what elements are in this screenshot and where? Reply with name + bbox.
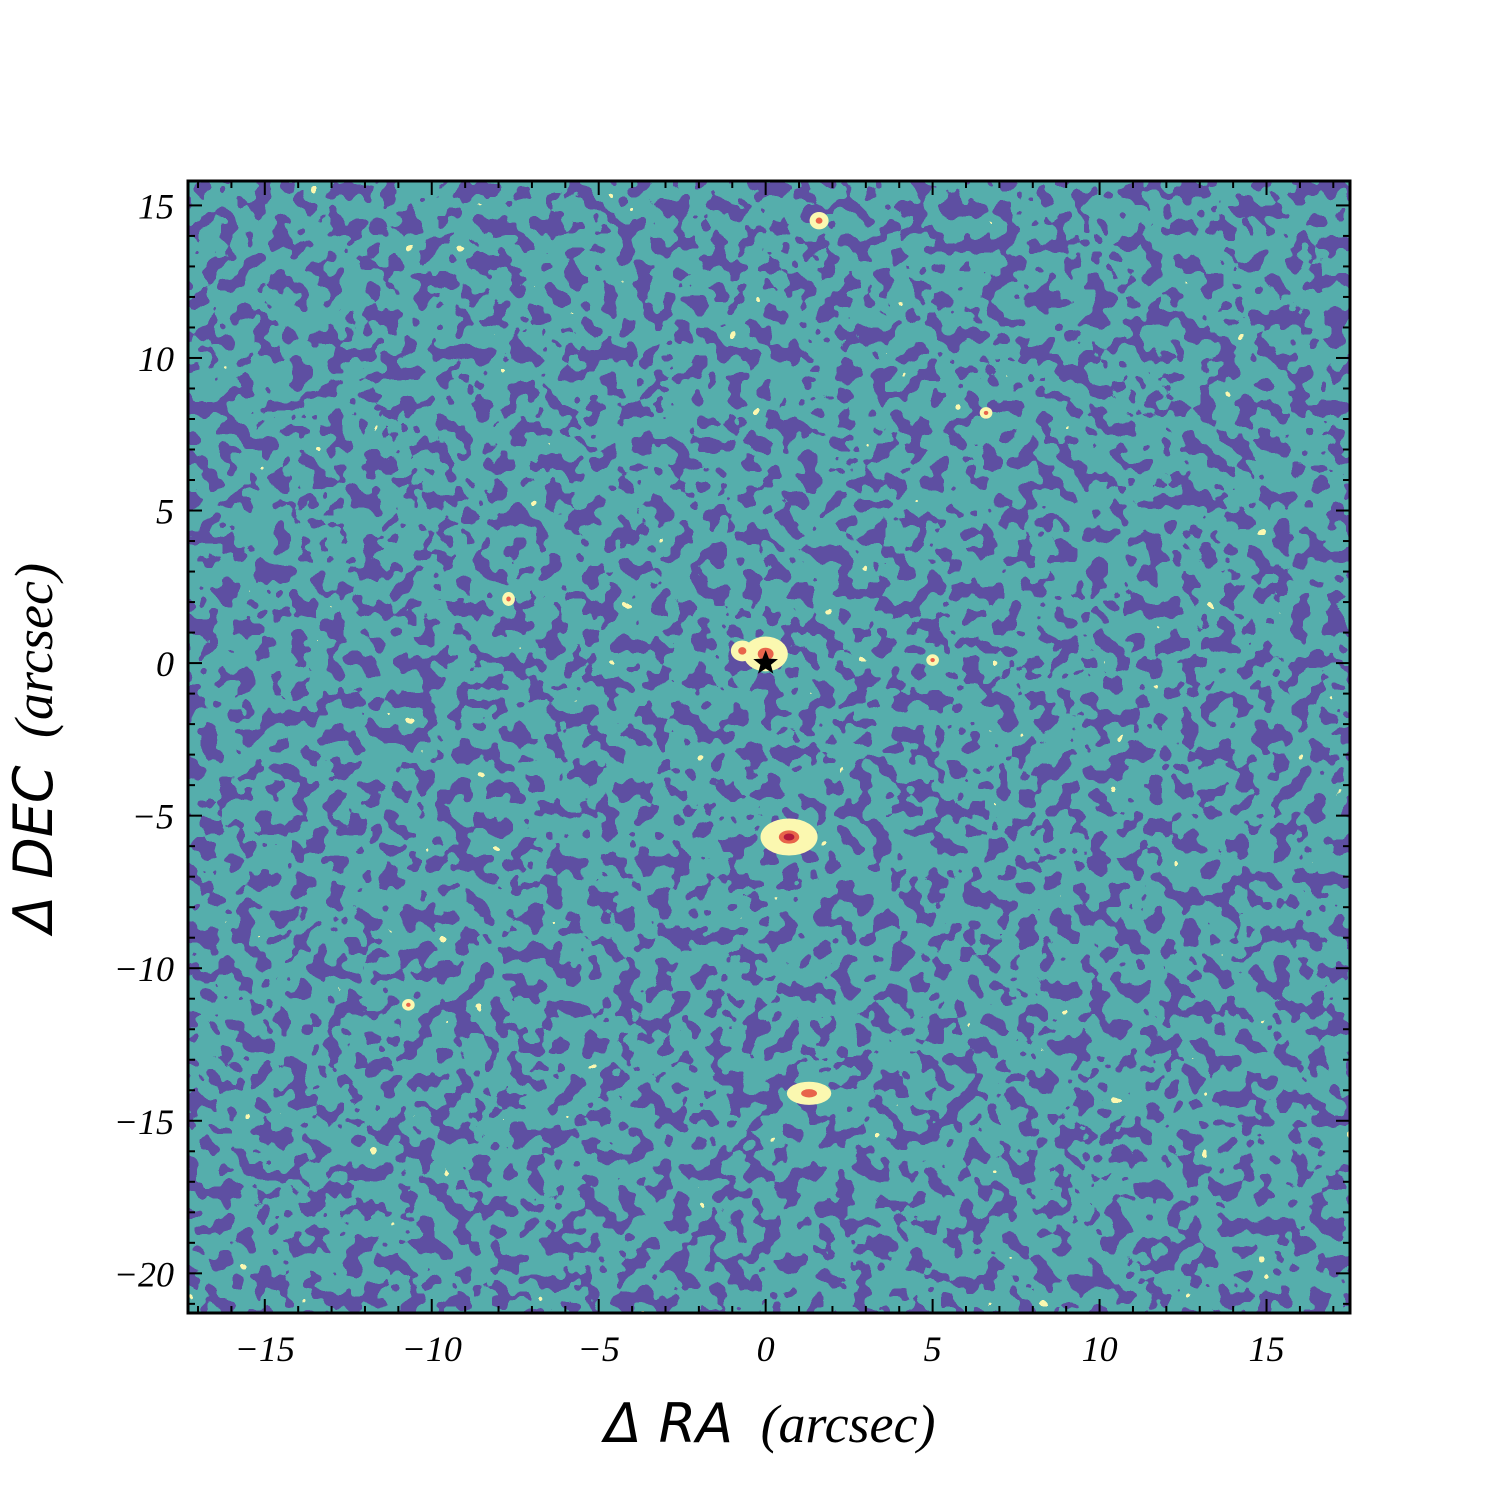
emission-source bbox=[926, 654, 939, 666]
emission-source bbox=[809, 211, 829, 230]
emission-source bbox=[760, 818, 818, 856]
y-axis-title: Δ DEC (arcsec) bbox=[2, 563, 65, 937]
contour-level-4 bbox=[783, 833, 795, 841]
y-tick-label: −10 bbox=[114, 949, 174, 989]
contour-level-3 bbox=[815, 217, 823, 224]
x-tick-label: −5 bbox=[578, 1329, 620, 1369]
x-axis-title-prefix: Δ RA bbox=[601, 1392, 734, 1455]
x-axis-title: Δ RA (arcsec) bbox=[601, 1392, 936, 1455]
x-tick-label: −10 bbox=[402, 1329, 462, 1369]
contour-noise-field bbox=[188, 181, 1350, 1313]
emission-source bbox=[786, 1081, 832, 1105]
y-tick-label: 10 bbox=[138, 339, 174, 379]
y-axis-title-prefix: Δ DEC bbox=[2, 765, 65, 937]
y-tick-label: −20 bbox=[114, 1254, 174, 1294]
y-tick-label: −5 bbox=[132, 797, 174, 837]
y-tick-label: 15 bbox=[138, 186, 174, 226]
star-icon bbox=[753, 650, 778, 674]
emission-source bbox=[730, 640, 754, 662]
x-tick-label: −15 bbox=[235, 1329, 295, 1369]
contour-level-3 bbox=[801, 1089, 818, 1098]
heatmap-area bbox=[188, 181, 1350, 1313]
y-tick-label: 5 bbox=[156, 492, 174, 532]
x-tick-label: 0 bbox=[757, 1329, 775, 1369]
contour-level-3 bbox=[506, 596, 511, 602]
contour-level-3 bbox=[983, 410, 989, 415]
emission-source bbox=[979, 407, 993, 419]
contour-level-3 bbox=[930, 657, 935, 663]
y-axis-ticks: 15 10 5 0 −5 −10 −15 −20 bbox=[114, 186, 1350, 1305]
emission-source bbox=[502, 592, 515, 606]
source-star-marker bbox=[753, 650, 778, 674]
x-axis-ticks: −15 −10 −5 0 5 10 15 bbox=[197, 181, 1335, 1369]
y-tick-label: −15 bbox=[114, 1102, 174, 1142]
x-tick-label: 5 bbox=[924, 1329, 942, 1369]
x-axis-title-unit: (arcsec) bbox=[761, 1394, 936, 1454]
x-tick-label: 10 bbox=[1082, 1329, 1118, 1369]
plot-frame bbox=[186, 179, 1352, 1315]
contour-level-3 bbox=[406, 1002, 411, 1007]
x-tick-label: 15 bbox=[1249, 1329, 1285, 1369]
y-tick-label: 0 bbox=[156, 644, 174, 684]
y-axis-title-unit: (arcsec) bbox=[4, 563, 64, 738]
contour-level-3 bbox=[738, 647, 747, 655]
emission-source bbox=[402, 999, 415, 1011]
